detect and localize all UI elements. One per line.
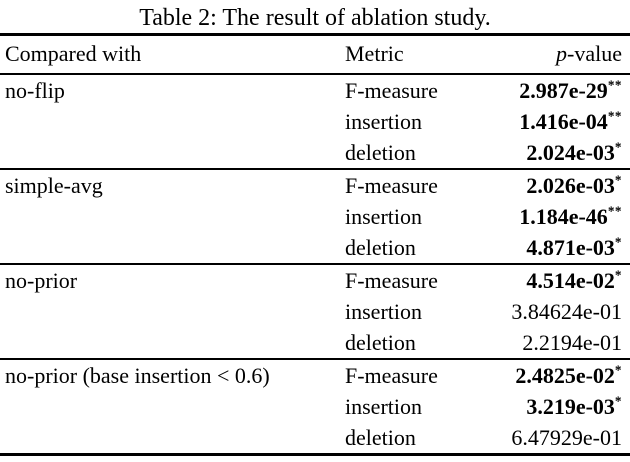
p-value-text: 2.2194e-01 xyxy=(522,329,622,355)
significance-stars: * xyxy=(614,393,622,409)
header-metric: Metric xyxy=(345,41,404,67)
metric-cell: deletion xyxy=(345,234,416,260)
significance-stars: ** xyxy=(607,203,622,219)
group-no-prior: no-prior F-measure 4.514e-02* insertion … xyxy=(0,263,630,359)
compared-with-cell: no-flip xyxy=(5,77,65,103)
table-row: insertion 1.184e-46** xyxy=(0,201,630,232)
metric-cell: deletion xyxy=(345,424,416,450)
table-caption: Table 2: The result of ablation study. xyxy=(139,5,491,31)
significance-stars: * xyxy=(614,267,622,283)
compared-with-cell: no-prior xyxy=(5,267,78,293)
p-value-text: 3.219e-03 xyxy=(526,393,615,419)
table-row: no-flip F-measure 2.987e-29** xyxy=(0,74,630,106)
group-no-flip: no-flip F-measure 2.987e-29** insertion … xyxy=(0,74,630,169)
p-value-cell: 2.987e-29** xyxy=(473,74,630,106)
compared-with-cell: simple-avg xyxy=(5,172,103,198)
metric-cell: F-measure xyxy=(345,77,438,103)
p-value-text: 2.026e-03 xyxy=(526,172,615,198)
metric-cell: insertion xyxy=(345,203,422,229)
significance-stars: * xyxy=(614,139,622,155)
table-row: deletion 6.47929e-01 xyxy=(0,422,630,455)
p-value-text: 3.84624e-01 xyxy=(511,298,622,324)
significance-stars: ** xyxy=(607,108,622,124)
p-value-text: 4.871e-03 xyxy=(526,234,615,260)
p-value-cell: 4.871e-03* xyxy=(473,232,630,264)
p-value-text: 2.4825e-02 xyxy=(515,362,615,388)
p-value-text: 1.416e-04 xyxy=(519,108,608,134)
compared-with-cell: no-prior (base insertion < 0.6) xyxy=(5,362,270,388)
p-value-cell: 2.026e-03* xyxy=(473,169,630,201)
table-row: insertion 1.416e-04** xyxy=(0,106,630,137)
p-value-cell: 2.2194e-01 xyxy=(473,327,630,359)
metric-cell: deletion xyxy=(345,329,416,355)
p-value-cell: 2.024e-03* xyxy=(473,137,630,169)
p-value-cell: 1.416e-04** xyxy=(473,106,630,137)
metric-cell: F-measure xyxy=(345,362,438,388)
p-value-text: 2.987e-29 xyxy=(519,77,608,103)
table-row: no-prior F-measure 4.514e-02* xyxy=(0,264,630,296)
p-value-text: 1.184e-46 xyxy=(519,203,608,229)
p-value-cell: 4.514e-02* xyxy=(473,264,630,296)
p-value-italic-p: p xyxy=(556,41,568,67)
significance-stars: * xyxy=(614,362,622,378)
metric-cell: insertion xyxy=(345,393,422,419)
table-row: no-prior (base insertion < 0.6) F-measur… xyxy=(0,359,630,391)
header-p-value: p-value xyxy=(473,35,630,74)
metric-cell: insertion xyxy=(345,298,422,324)
group-simple-avg: simple-avg F-measure 2.026e-03* insertio… xyxy=(0,168,630,264)
metric-cell: insertion xyxy=(345,108,422,134)
table-row: deletion 2.024e-03* xyxy=(0,137,630,169)
ablation-table: Compared with Metric p-value no-flip F-m… xyxy=(0,33,630,456)
table-row: insertion 3.84624e-01 xyxy=(0,296,630,327)
significance-stars: ** xyxy=(607,77,622,93)
significance-stars: * xyxy=(614,172,622,188)
p-value-text: 6.47929e-01 xyxy=(511,424,622,450)
table-row: deletion 4.871e-03* xyxy=(0,232,630,264)
header-row: Compared with Metric p-value xyxy=(0,35,630,74)
table-row: insertion 3.219e-03* xyxy=(0,391,630,422)
p-value-cell: 3.219e-03* xyxy=(473,391,630,422)
p-value-cell: 1.184e-46** xyxy=(473,201,630,232)
p-value-cell: 2.4825e-02* xyxy=(473,359,630,391)
p-value-cell: 6.47929e-01 xyxy=(473,422,630,455)
table-row: simple-avg F-measure 2.026e-03* xyxy=(0,169,630,201)
metric-cell: F-measure xyxy=(345,172,438,198)
significance-stars: * xyxy=(614,234,622,250)
p-value-text: 4.514e-02 xyxy=(526,267,615,293)
table-row: deletion 2.2194e-01 xyxy=(0,327,630,359)
table-header: Compared with Metric p-value xyxy=(0,35,630,74)
p-value-cell: 3.84624e-01 xyxy=(473,296,630,327)
group-no-prior-base-insertion: no-prior (base insertion < 0.6) F-measur… xyxy=(0,358,630,455)
p-value-text: 2.024e-03 xyxy=(526,139,615,165)
header-compared-with: Compared with xyxy=(5,41,142,67)
metric-cell: F-measure xyxy=(345,267,438,293)
metric-cell: deletion xyxy=(345,139,416,165)
p-value-rest: -value xyxy=(567,41,622,67)
